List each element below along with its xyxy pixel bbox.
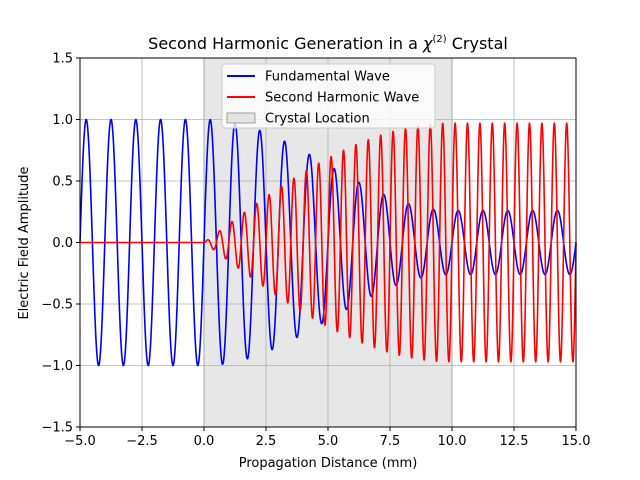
x-tick-label: 0.0 xyxy=(194,434,215,449)
y-tick-label: 0.5 xyxy=(52,175,73,190)
y-tick-label: −1.5 xyxy=(41,421,73,436)
chart-title-chi: χ xyxy=(422,34,433,53)
chart-title-tail: Crystal xyxy=(447,34,508,53)
x-tick-label: −5.0 xyxy=(64,434,96,449)
legend-swatch xyxy=(226,112,256,124)
x-tick-label: −2.5 xyxy=(126,434,158,449)
chart-title-main: Second Harmonic Generation in a xyxy=(148,34,423,53)
legend-box xyxy=(221,63,436,129)
chart-title-superscript: (2) xyxy=(432,34,446,45)
y-tick-label: 0.0 xyxy=(52,236,73,251)
legend-label: Second Harmonic Wave xyxy=(265,91,419,106)
y-tick-label: −1.0 xyxy=(41,359,73,374)
chart-title: Second Harmonic Generation in a χ(2) Cry… xyxy=(148,34,508,53)
series-line-second-harmonic xyxy=(79,122,577,363)
x-tick-label: 2.5 xyxy=(256,434,277,449)
y-axis-label: Electric Field Amplitude xyxy=(17,166,32,319)
x-axis-label: Propagation Distance (mm) xyxy=(239,456,418,471)
x-tick-label: 15.0 xyxy=(562,434,591,449)
x-tick-label: 5.0 xyxy=(318,434,339,449)
legend-label: Crystal Location xyxy=(265,112,370,127)
y-tick-label: −0.5 xyxy=(41,298,73,313)
x-tick-label: 12.5 xyxy=(500,434,529,449)
y-tick-label: 1.5 xyxy=(52,52,73,67)
x-tick-label: 10.0 xyxy=(438,434,467,449)
legend-label: Fundamental Wave xyxy=(265,70,390,85)
y-tick-label: 1.0 xyxy=(52,113,73,128)
plot-area: −5.0 −2.5 0.0 2.5 5.0 7.5 10.0 12.5 15.0 −1.5 −1.0… xyxy=(41,52,590,450)
x-tick-label: 7.5 xyxy=(380,434,401,449)
